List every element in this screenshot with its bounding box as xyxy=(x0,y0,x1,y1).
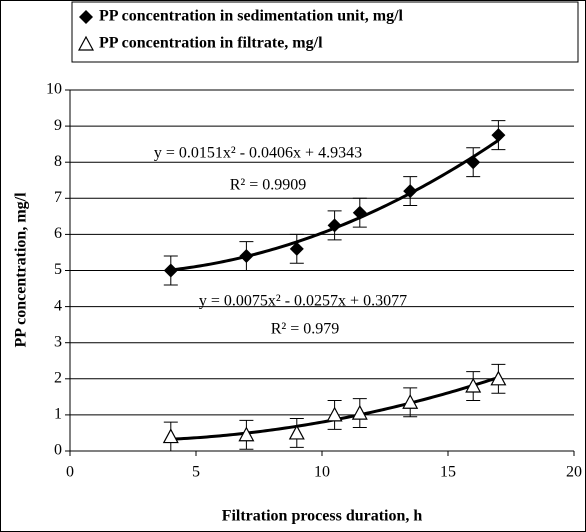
y-tick-label: 9 xyxy=(54,117,62,134)
marker xyxy=(466,155,481,170)
legend-label: PP concentration in filtrate, mg/l xyxy=(99,35,323,52)
trendline-r-squared: R² = 0.979 xyxy=(271,321,340,338)
legend: PP concentration in sedimentation unit, … xyxy=(71,1,579,63)
marker xyxy=(288,424,305,440)
marker xyxy=(490,370,507,386)
marker xyxy=(289,241,304,256)
marker xyxy=(402,393,419,409)
y-tick-label: 1 xyxy=(54,406,62,423)
trendline-r-squared: R² = 0.9909 xyxy=(230,177,307,194)
y-tick-label: 10 xyxy=(46,81,62,98)
y-tick-label: 6 xyxy=(54,225,62,242)
marker xyxy=(327,218,342,233)
x-axis-label: Filtration process duration, h xyxy=(222,508,423,525)
y-tick-label: 5 xyxy=(54,261,62,278)
x-tick-label: 0 xyxy=(66,464,74,481)
y-axis-label: PP concentration, mg/l xyxy=(13,192,30,348)
marker xyxy=(239,249,254,264)
marker xyxy=(238,426,255,442)
x-tick-label: 10 xyxy=(314,464,330,481)
y-tick-label: 0 xyxy=(54,442,62,459)
marker xyxy=(162,428,179,444)
x-tick-label: 20 xyxy=(566,464,582,481)
legend-box xyxy=(71,1,579,63)
y-tick-label: 4 xyxy=(54,297,62,314)
y-tick-label: 2 xyxy=(54,369,62,386)
trendline-equation: y = 0.0075x² - 0.0257x + 0.3077 xyxy=(199,293,407,310)
x-tick-label: 15 xyxy=(440,464,456,481)
marker xyxy=(351,404,368,420)
x-tick-label: 5 xyxy=(192,464,200,481)
trendline-equation: y = 0.0151x² - 0.0406x + 4.9343 xyxy=(154,145,362,162)
y-tick-label: 8 xyxy=(54,153,62,170)
y-tick-label: 7 xyxy=(54,189,62,206)
marker xyxy=(163,263,178,278)
y-tick-label: 3 xyxy=(54,333,62,350)
marker xyxy=(326,406,343,422)
legend-label: PP concentration in sedimentation unit, … xyxy=(99,8,404,25)
marker xyxy=(352,205,367,220)
marker xyxy=(491,128,506,143)
marker xyxy=(79,10,93,24)
marker xyxy=(77,35,95,51)
marker xyxy=(403,184,418,199)
marker xyxy=(465,377,482,393)
